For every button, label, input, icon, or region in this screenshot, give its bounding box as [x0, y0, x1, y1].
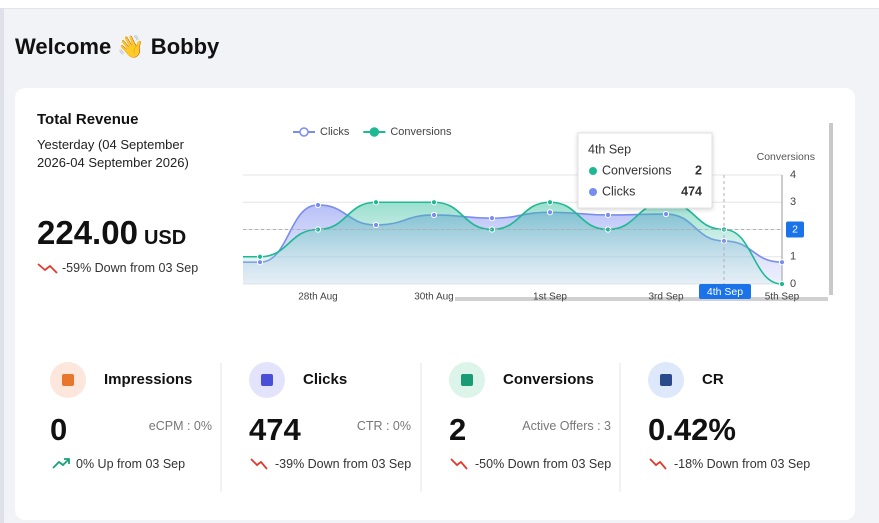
stat-value: 0 — [50, 412, 68, 447]
sidebar-edge — [0, 8, 4, 523]
stat-icon — [261, 374, 273, 386]
crosshair-x-box — [699, 284, 751, 299]
stat-side: eCPM : 0% — [148, 419, 212, 433]
stat-label: Clicks — [303, 371, 348, 388]
dashboard-card — [15, 88, 855, 520]
tooltip-title: 4th Sep — [588, 142, 631, 156]
trend-icon — [450, 458, 468, 470]
stat-icon — [660, 374, 672, 386]
legend-label: Clicks — [320, 126, 350, 138]
series-line — [243, 201, 783, 285]
data-point — [546, 199, 554, 206]
tooltip-value: 2 — [695, 163, 702, 177]
data-point — [546, 209, 554, 216]
trend-icon — [649, 458, 667, 470]
tooltip-series: Conversions — [602, 163, 671, 177]
trend-down-icon — [37, 263, 58, 274]
stat-icon — [62, 374, 74, 386]
data-point — [778, 280, 786, 288]
x-tick-label: 3rd Sep — [648, 292, 683, 303]
trend-icon — [250, 458, 268, 470]
scrollbar-v — [829, 123, 833, 295]
stat-value: 0.42% — [648, 412, 736, 447]
data-point — [256, 259, 264, 266]
x-tick-label: 28th Aug — [298, 292, 337, 303]
stat-value: 2 — [449, 412, 467, 447]
stat-icon — [461, 374, 473, 386]
currency: USD — [143, 227, 187, 249]
data-point — [430, 199, 438, 206]
data-point — [778, 259, 786, 266]
stat-side: CTR : 0% — [356, 419, 411, 433]
stat-side: Active Offers : 3 — [522, 419, 611, 433]
revenue-title: Total Revenue — [37, 111, 139, 128]
stat-label: Impressions — [104, 371, 193, 388]
y2-tick-label: 4 — [790, 169, 796, 181]
stat-change: -18% Down from 03 Sep — [674, 457, 811, 471]
tooltip-marker — [589, 188, 597, 196]
crosshair-y2-box — [786, 221, 804, 238]
data-point — [372, 199, 380, 206]
y2-tick-label: 1 — [790, 251, 796, 263]
data-point — [604, 211, 612, 219]
x-tick-label: 5th Sep — [765, 292, 800, 303]
stat-label: Conversions — [503, 371, 594, 388]
tooltip-series: Clicks — [602, 184, 635, 198]
tooltip-value: 474 — [681, 184, 702, 198]
revenue-change: -59% Down from 03 Sep — [62, 261, 199, 275]
tooltip — [577, 132, 713, 209]
crosshair-y2-label: 2 — [792, 223, 798, 235]
revenue-period: Yesterday (04 September 2026-04 Septembe… — [37, 137, 189, 170]
tooltip-marker — [589, 167, 597, 175]
data-point — [488, 215, 496, 222]
data-point — [430, 211, 438, 219]
top-bar — [0, 0, 879, 9]
stat-value: 474 — [249, 412, 301, 447]
x-tick-label: 1st Sep — [533, 292, 567, 303]
y2-tick-label: 3 — [790, 196, 796, 208]
plot-area — [243, 201, 783, 285]
data-point — [662, 210, 670, 218]
stat-change: 0% Up from 03 Sep — [76, 457, 186, 471]
welcome-title: Welcome 👋 Bobby — [15, 34, 220, 59]
x-tick-label: 30th Aug — [414, 292, 453, 303]
crosshair-x-label: 4th Sep — [707, 286, 743, 298]
revenue-amount: 224.00 USD — [37, 214, 186, 252]
legend-label: Conversions — [390, 126, 452, 138]
data-point — [314, 201, 322, 209]
data-point — [256, 253, 264, 260]
scrollbar-h — [455, 297, 828, 301]
y2-axis-label: Conversions — [757, 151, 815, 163]
y2-tick-label: 0 — [790, 278, 796, 290]
amount: 224.00 — [37, 214, 138, 251]
legend-marker — [369, 127, 380, 137]
stat-change: -39% Down from 03 Sep — [275, 457, 412, 471]
stat-label: CR — [702, 371, 724, 388]
stat-change: -50% Down from 03 Sep — [475, 457, 612, 471]
legend-marker — [299, 127, 309, 137]
data-point — [372, 221, 380, 229]
trend-icon — [52, 458, 70, 469]
